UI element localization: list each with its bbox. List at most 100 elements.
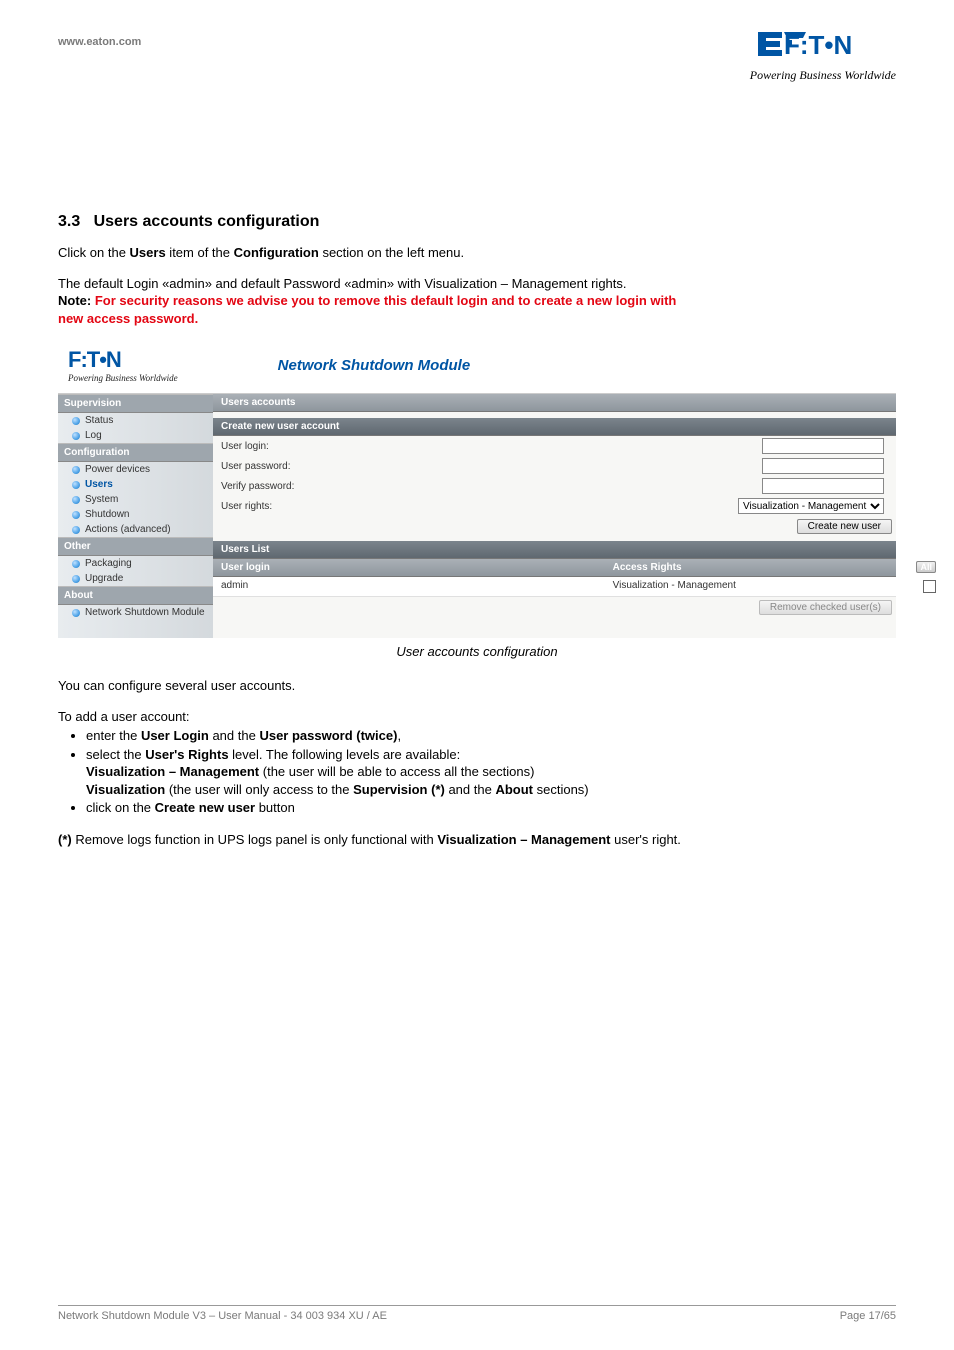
input-user-password[interactable] [762, 458, 884, 474]
text-bold: Supervision (*) [353, 782, 445, 797]
sidebar-item-users[interactable]: Users [58, 477, 213, 492]
footnote-star: (*) Remove logs function in UPS logs pan… [58, 831, 896, 849]
sidebar-item-shutdown[interactable]: Shutdown [58, 507, 213, 522]
main-title-bar: Users accounts [213, 394, 896, 412]
sidebar-item-label: Upgrade [85, 573, 123, 584]
text: Remove logs function in UPS logs panel i… [72, 832, 438, 847]
row-verify-password: Verify password: [213, 476, 896, 496]
text: level. The following levels are availabl… [229, 747, 461, 762]
select-user-rights[interactable]: Visualization - Management [738, 498, 884, 514]
text: and the [445, 782, 496, 797]
sidebar-item-log[interactable]: Log [58, 428, 213, 443]
note-red-2: new access password. [58, 311, 198, 326]
text-bold: Visualization – Management [437, 832, 610, 847]
sidebar-item-label: System [85, 494, 118, 505]
label-user-password: User password: [221, 461, 341, 472]
sidebar-item-system[interactable]: System [58, 492, 213, 507]
td-rights: Visualization - Management [605, 577, 894, 596]
sidebar-item-upgrade[interactable]: Upgrade [58, 571, 213, 586]
main-panel: Users accounts Create new user account U… [213, 394, 896, 638]
sidebar-item-power-devices[interactable]: Power devices [58, 462, 213, 477]
intro-note: Note: For security reasons we advise you… [58, 292, 896, 327]
row-user-password: User password: [213, 456, 896, 476]
text-bold: Users [130, 245, 166, 260]
bullet-2-line-2: Visualization – Management (the user wil… [86, 763, 896, 781]
row-checkbox[interactable] [923, 580, 936, 593]
sidebar-item-label: Packaging [85, 558, 132, 569]
sidebar-item-label: Log [85, 430, 102, 441]
app-logo-tagline: Powering Business Worldwide [68, 373, 178, 383]
after-p2: To add a user account: [58, 708, 896, 726]
app-title: Network Shutdown Module [278, 357, 471, 374]
bullet-icon [72, 609, 80, 617]
text: item of the [166, 245, 234, 260]
intro-line-1: Click on the Users item of the Configura… [58, 244, 896, 262]
text-bold: Create new user [155, 800, 255, 815]
sidebar-item-actions[interactable]: Actions (advanced) [58, 522, 213, 537]
label-verify-password: Verify password: [221, 481, 341, 492]
sidebar-header-supervision: Supervision [58, 394, 213, 413]
app-screenshot: F:T•N Powering Business Worldwide Networ… [58, 341, 896, 638]
text: enter the [86, 728, 141, 743]
input-user-login[interactable] [762, 438, 884, 454]
text-bold: User Login [141, 728, 209, 743]
section-number: 3.3 [58, 213, 80, 230]
bullet-2: select the User's Rights level. The foll… [86, 746, 896, 799]
create-account-bar: Create new user account [213, 418, 896, 436]
text-bold: (*) [58, 832, 72, 847]
bullet-icon [72, 560, 80, 568]
footer-right: Page 17/65 [840, 1310, 896, 1322]
brand-logo-top: F:T•N Powering Business Worldwide [750, 30, 896, 83]
after-p1: You can configure several user accounts. [58, 677, 896, 695]
sidebar-item-label: Users [85, 479, 113, 490]
text: user's right. [611, 832, 681, 847]
input-verify-password[interactable] [762, 478, 884, 494]
create-user-button[interactable]: Create new user [797, 519, 892, 534]
row-user-rights: User rights: Visualization - Management [213, 496, 896, 516]
text: section on the left menu. [319, 245, 464, 260]
label-user-rights: User rights: [221, 501, 341, 512]
text-bold: Visualization – Management [86, 764, 259, 779]
sidebar-header-configuration: Configuration [58, 443, 213, 462]
sidebar-item-label: Network Shutdown Module [85, 607, 205, 618]
text: button [255, 800, 295, 815]
sidebar-item-status[interactable]: Status [58, 413, 213, 428]
text-bold: Configuration [234, 245, 319, 260]
text-bold: Visualization [86, 782, 165, 797]
sidebar-item-packaging[interactable]: Packaging [58, 556, 213, 571]
bullet-icon [72, 417, 80, 425]
sidebar-header-other: Other [58, 537, 213, 556]
text: click on the [86, 800, 155, 815]
table-row: admin Visualization - Management [213, 577, 896, 597]
bullet-icon [72, 432, 80, 440]
note-label: Note: [58, 293, 91, 308]
sidebar-header-about: About [58, 586, 213, 605]
bullet-3: click on the Create new user button [86, 799, 896, 817]
bullet-2-line-3: Visualization (the user will only access… [86, 781, 896, 799]
text: select the [86, 747, 145, 762]
bullet-icon [72, 466, 80, 474]
screenshot-caption: User accounts configuration [58, 644, 896, 659]
th-login[interactable]: User login [213, 559, 605, 576]
bullet-icon [72, 481, 80, 489]
remove-users-button[interactable]: Remove checked user(s) [759, 600, 892, 615]
text: sections) [533, 782, 589, 797]
sidebar-item-label: Status [85, 415, 113, 426]
header-url: www.eaton.com [58, 36, 141, 48]
label-user-login: User login: [221, 441, 341, 452]
th-rights[interactable]: Access Rights [605, 559, 894, 576]
bullet-icon [72, 511, 80, 519]
text: (the user will be able to access all the… [259, 764, 534, 779]
section-title-text: Users accounts configuration [94, 213, 320, 230]
text: and the [209, 728, 260, 743]
intro-line-2: The default Login «admin» and default Pa… [58, 275, 896, 293]
text: Click on the [58, 245, 130, 260]
brand-tagline-top: Powering Business Worldwide [750, 68, 896, 83]
bullet-icon [72, 526, 80, 534]
select-all-button[interactable]: All [916, 561, 936, 573]
bullet-1: enter the User Login and the User passwo… [86, 727, 896, 745]
sidebar-item-label: Actions (advanced) [85, 524, 171, 535]
sidebar-item-nsm[interactable]: Network Shutdown Module [58, 605, 213, 620]
text-bold: User's Rights [145, 747, 228, 762]
section-heading: 3.3 Users accounts configuration [58, 213, 896, 231]
